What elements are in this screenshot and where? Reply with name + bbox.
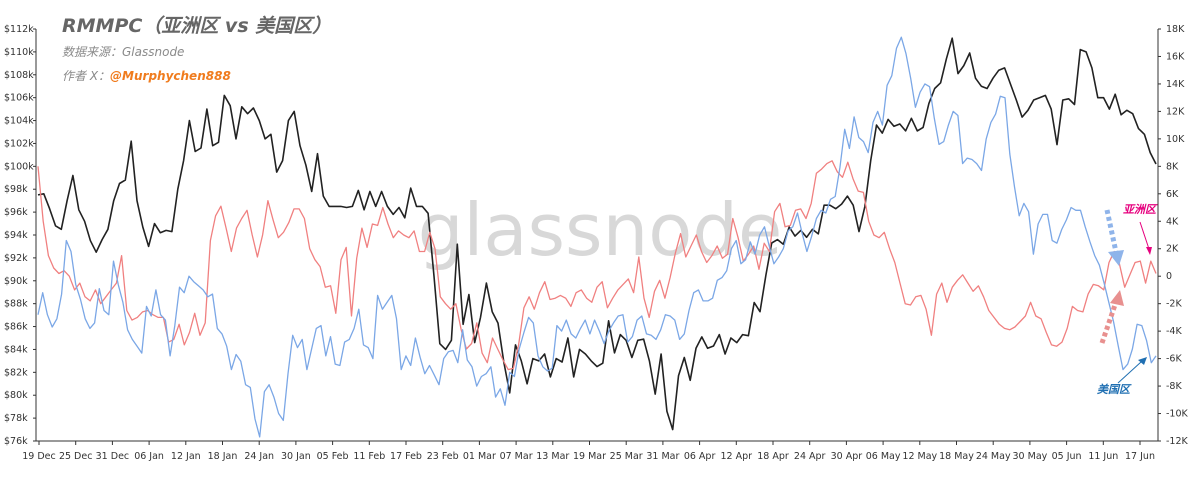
y-right-tick-label: 14K (1166, 79, 1185, 90)
y-right-tick-label: 10K (1166, 134, 1185, 145)
x-tick-label: 31 Mar (646, 451, 679, 462)
y-right-tick-label: 16K (1166, 51, 1185, 62)
x-tick-label: 19 Mar (573, 451, 606, 462)
x-tick-label: 25 Dec (59, 451, 93, 462)
y-left-tick-label: $84k (4, 344, 28, 355)
x-tick-label: 23 Feb (427, 451, 459, 462)
y-right-tick-label: 12K (1166, 106, 1185, 117)
x-tick-label: 06 May (866, 451, 901, 462)
x-tick-label: 25 Mar (610, 451, 643, 462)
x-tick-label: 13 Mar (536, 451, 569, 462)
x-tick-label: 05 Feb (317, 451, 349, 462)
x-tick-label: 30 Jan (281, 451, 311, 462)
y-right-tick-label: -2K (1166, 299, 1182, 310)
x-tick-label: 06 Apr (684, 451, 716, 462)
y-left-tick-label: $82k (4, 367, 28, 378)
x-tick-label: 01 Mar (463, 451, 496, 462)
axes: $76k $78k $80k $82k $84k $86k $88k $90k $92k $94k… (4, 24, 1189, 462)
x-tick-label: 12 Jan (171, 451, 201, 462)
y-left-tick-label: $96k (4, 207, 28, 218)
y-left-tick-label: $108k (4, 70, 34, 81)
y-right-tick-label: -10K (1166, 409, 1189, 420)
asia-label-pointer (1139, 221, 1152, 255)
price-line-group (37, 37, 1157, 431)
y-right-tick-label: 2K (1166, 244, 1179, 255)
x-tick-label: 12 May (902, 451, 937, 462)
price-series-line (37, 37, 1157, 431)
y-left-tick-label: $104k (4, 116, 34, 127)
y-right-tick-label: 18K (1166, 24, 1185, 35)
x-tick-label: 05 Jun (1052, 451, 1082, 462)
x-tick-label: 12 Apr (721, 451, 753, 462)
x-tick-label: 24 May (976, 451, 1011, 462)
x-tick-label: 31 Dec (96, 451, 130, 462)
watermark: glassnode (418, 188, 783, 272)
x-tick-label: 17 Feb (390, 451, 422, 462)
x-tick-label: 18 Jan (208, 451, 238, 462)
y-left-tick-label: $76k (4, 436, 28, 447)
y-right-tick-label: 4K (1166, 216, 1179, 227)
x-tick-label: 17 Jun (1125, 451, 1155, 462)
us-trend-arrow (1104, 209, 1124, 266)
y-left-tick-label: $100k (4, 161, 34, 172)
us-line-group (37, 36, 1157, 438)
y-left-tick-label: $86k (4, 322, 28, 333)
data-source-text: 数据来源：Glassnode (62, 45, 185, 59)
asia-trend-arrow (1099, 290, 1124, 344)
x-tick-label: 06 Jan (134, 451, 164, 462)
author-line: 作者 X：@Murphychen888 (62, 67, 331, 84)
y-left-tick-label: $112k (4, 24, 34, 35)
y-right-tick-label: 6K (1166, 189, 1179, 200)
y-left-tick-label: $78k (4, 413, 28, 424)
title-block: RMMPC（亚洲区 vs 美国区） 数据来源：Glassnode 作者 X：@M… (62, 14, 331, 84)
x-tick-label: 24 Apr (794, 451, 826, 462)
y-left-tick-label: $106k (4, 93, 34, 104)
author-handle: @Murphychen888 (110, 69, 231, 83)
x-tick-label: 07 Mar (500, 451, 533, 462)
y-right-tick-label: -4K (1166, 326, 1182, 337)
asia-series-line (37, 160, 1157, 371)
y-left-tick-label: $90k (4, 276, 28, 287)
y-left-tick-label: $110k (4, 47, 34, 58)
x-tick-label: 19 Dec (22, 451, 56, 462)
us-series-line (37, 36, 1157, 438)
y-left-tick-label: $102k (4, 138, 34, 149)
y-left-tick-label: $98k (4, 184, 28, 195)
x-tick-label: 18 May (939, 451, 974, 462)
x-tick-label: 11 Feb (353, 451, 385, 462)
y-right-tick-label: 0 (1166, 271, 1172, 282)
asia-line-group (37, 160, 1157, 371)
us-label-pointer (1117, 357, 1147, 384)
author-prefix: 作者 X： (62, 69, 111, 83)
y-right-tick-label: -6K (1166, 354, 1182, 365)
x-tick-label: 18 Apr (757, 451, 789, 462)
y-left-tick-label: $88k (4, 299, 28, 310)
us-label: 美国区 (1097, 383, 1132, 396)
y-left-tick-label: $92k (4, 253, 28, 264)
x-tick-label: 30 May (1013, 451, 1048, 462)
x-tick-label: 24 Jan (244, 451, 274, 462)
chart-title: RMMPC（亚洲区 vs 美国区） (62, 15, 332, 37)
y-right-tick-label: 8K (1166, 161, 1179, 172)
y-left-tick-label: $94k (4, 230, 28, 241)
y-right-tick-label: -12K (1166, 436, 1189, 447)
y-right-tick-label: -8K (1166, 381, 1182, 392)
y-left-tick-label: $80k (4, 390, 28, 401)
x-tick-label: 11 Jun (1088, 451, 1118, 462)
asia-label: 亚洲区 (1123, 203, 1158, 216)
x-tick-label: 30 Apr (831, 451, 863, 462)
